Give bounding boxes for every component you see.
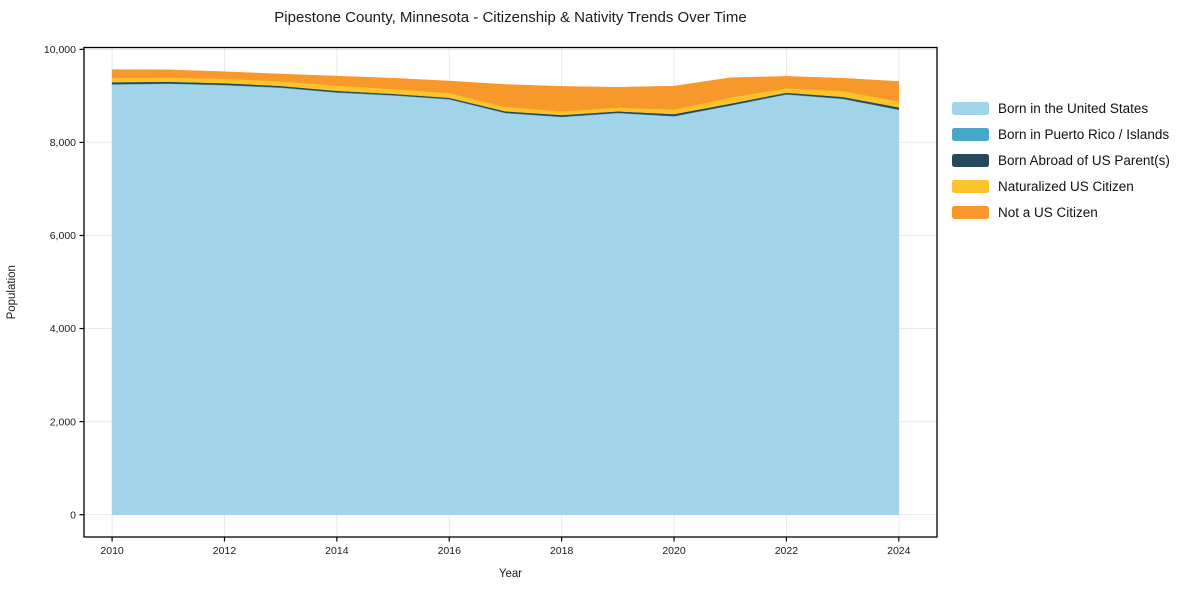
legend-item: Born in the United States	[952, 101, 1170, 116]
legend-label: Born Abroad of US Parent(s)	[998, 153, 1170, 168]
y-tick-label: 10,000	[44, 44, 76, 56]
x-tick-label: 2018	[550, 545, 574, 557]
legend: Born in the United States Born in Puerto …	[952, 101, 1170, 220]
area-born-in-the-united-states	[111, 83, 900, 515]
legend-item: Naturalized US Citizen	[952, 179, 1170, 194]
y-tick-label: 2,000	[50, 416, 76, 428]
y-tick-label: 8,000	[50, 137, 76, 149]
legend-label: Not a US Citizen	[998, 205, 1098, 220]
x-tick-label: 2014	[325, 545, 349, 557]
x-tick-label: 2020	[662, 545, 686, 557]
x-tick-label: 2012	[213, 545, 237, 557]
legend-item: Not a US Citizen	[952, 205, 1170, 220]
y-tick-label: 6,000	[50, 230, 76, 242]
area-series	[111, 69, 900, 515]
x-axis-label: Year	[499, 568, 522, 580]
legend-swatch-icon	[952, 102, 989, 115]
chart-title: Pipestone County, Minnesota - Citizenshi…	[274, 9, 747, 26]
area-not-a-us-citizen	[111, 69, 900, 112]
y-axis-label: Population	[6, 265, 18, 319]
legend-swatch-icon	[952, 128, 989, 141]
x-tick-label: 2016	[438, 545, 462, 557]
axis-ticks: 0 2,000 4,000 6,000 8,000 10,000 2010 2012 2014 2…	[44, 44, 911, 557]
legend-swatch-icon	[952, 154, 989, 167]
legend-swatch-icon	[952, 180, 989, 193]
y-tick-label: 0	[70, 509, 76, 521]
x-tick-label: 2010	[100, 545, 124, 557]
plot-border	[83, 46, 938, 538]
legend-swatch-icon	[952, 206, 989, 219]
x-tick-label: 2022	[775, 545, 799, 557]
legend-item: Born Abroad of US Parent(s)	[952, 153, 1170, 168]
legend-label: Born in the United States	[998, 101, 1149, 116]
legend-label: Born in Puerto Rico / Islands	[998, 127, 1170, 142]
x-tick-label: 2024	[887, 545, 911, 557]
legend-label: Naturalized US Citizen	[998, 179, 1134, 194]
y-tick-label: 4,000	[50, 323, 76, 335]
legend-item: Born in Puerto Rico / Islands	[952, 127, 1170, 142]
